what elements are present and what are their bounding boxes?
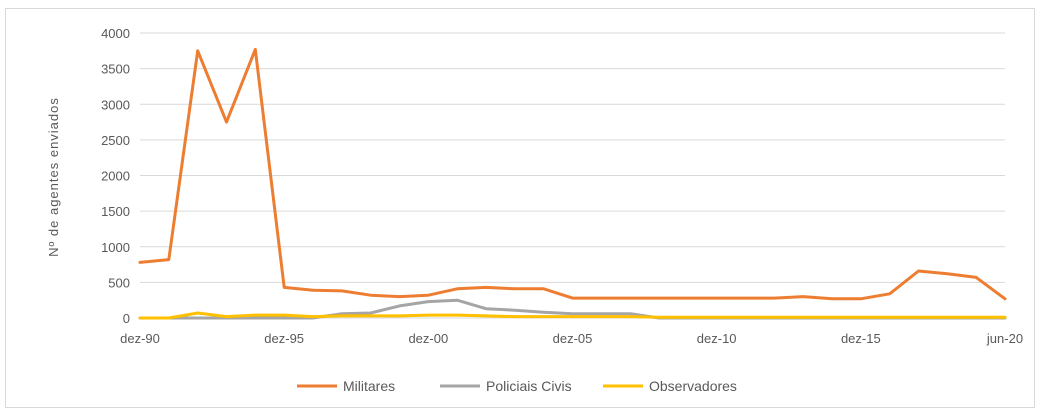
y-tick-label: 0 (123, 311, 130, 326)
series-line-observadores (138, 311, 1007, 320)
y-axis-ticks: 0 500 1000 1500 2000 2500 3000 3500 4000 (101, 26, 130, 326)
legend-label: Policiais Civis (486, 378, 572, 394)
x-tick-label: dez-05 (553, 331, 593, 346)
legend-label: Observadores (649, 378, 737, 394)
y-tick-label: 3500 (101, 62, 130, 77)
x-tick-label: dez-10 (697, 331, 737, 346)
x-tick-label: dez-90 (120, 331, 160, 346)
y-tick-label: 1000 (101, 240, 130, 255)
y-tick-label: 3000 (101, 97, 130, 112)
x-axis-ticks: dez-90 dez-95 dez-00 dez-05 dez-10 dez-15 jun-… (120, 331, 1023, 346)
legend-label: Militares (343, 378, 395, 394)
legend: Militares Policiais Civis Observadores (297, 378, 737, 394)
series-line-militares (138, 47, 1007, 301)
x-tick-label: jun-20 (986, 331, 1023, 346)
y-tick-label: 2500 (101, 133, 130, 148)
series-lines (138, 47, 1007, 320)
y-axis-title: Nº de agentes enviados (46, 97, 61, 257)
x-tick-label: dez-00 (408, 331, 448, 346)
y-tick-label: 500 (108, 275, 130, 290)
y-tick-label: 4000 (101, 26, 130, 41)
y-tick-label: 2000 (101, 169, 130, 184)
y-tick-label: 1500 (101, 204, 130, 219)
x-tick-label: dez-15 (841, 331, 881, 346)
x-tick-label: dez-95 (264, 331, 304, 346)
